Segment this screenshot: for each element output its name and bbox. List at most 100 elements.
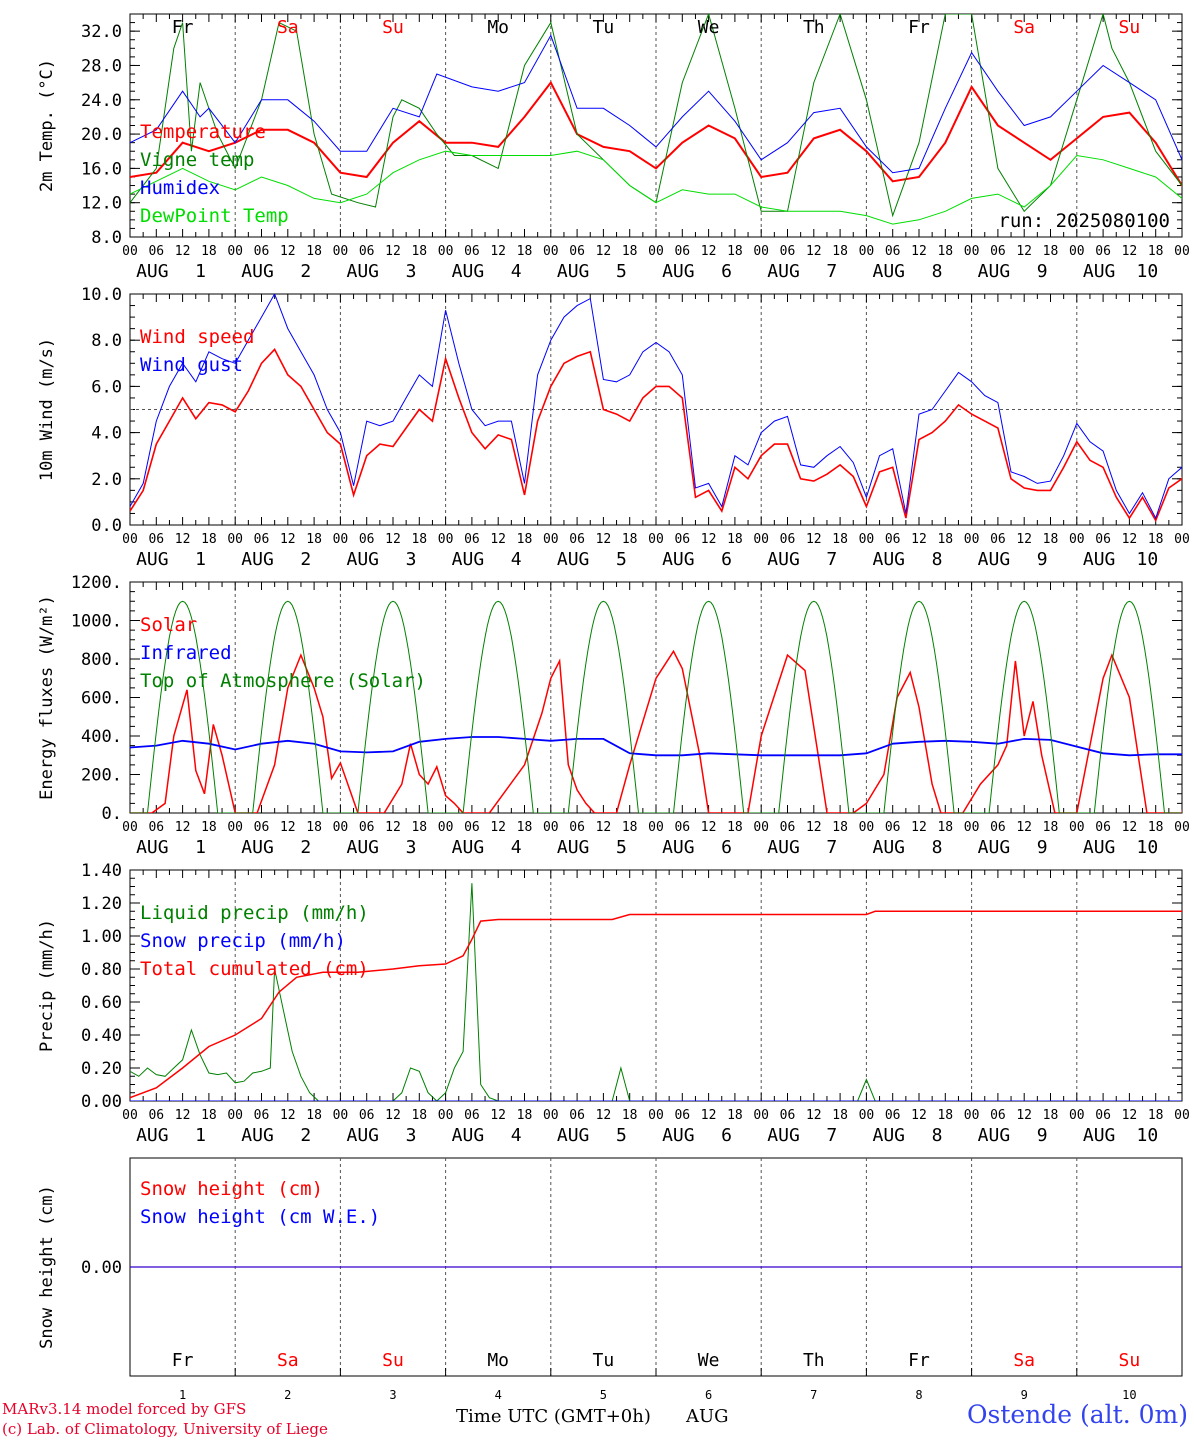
hour-tick-label: 00 <box>227 1108 243 1123</box>
day-month-label: AUG <box>872 1125 905 1146</box>
hour-tick-label: 00 <box>753 1108 769 1123</box>
hour-tick-label: 12 <box>280 1108 296 1123</box>
hour-tick-label: 18 <box>517 820 533 835</box>
hour-tick-label: 18 <box>832 1108 848 1123</box>
hour-tick-label: 00 <box>122 532 138 547</box>
run-label: run: 2025080100 <box>998 210 1170 232</box>
series-line-humidex <box>130 34 1182 174</box>
panel-4: 00 06 12 18 00 06 12 18 00 06 12 18 00 06 12 18 00 06 12 18… <box>37 861 1190 1146</box>
hour-tick-label: 06 <box>359 532 375 547</box>
hour-tick-label: 12 <box>1122 244 1138 259</box>
hour-tick-label: 12 <box>806 532 822 547</box>
hour-tick-label: 06 <box>464 532 480 547</box>
day-month-label: AUG <box>978 837 1011 858</box>
series-line-solar <box>130 649 1182 813</box>
hour-tick-label: 00 <box>964 532 980 547</box>
day-number-label: 4 <box>511 261 522 282</box>
day-month-label: AUG <box>557 549 590 570</box>
legend-entry: Infrared <box>140 642 232 664</box>
hour-tick-label: 18 <box>1148 1108 1164 1123</box>
legend-entry: Total cumulated (cm) <box>140 958 369 980</box>
day-number-label: 9 <box>1037 549 1048 570</box>
hour-tick-label: 06 <box>780 820 796 835</box>
y-tick-label: 10.0 <box>81 285 122 305</box>
legend-entry: Top of Atmosphere (Solar) <box>140 670 426 692</box>
day-number-label: 5 <box>616 261 627 282</box>
hour-tick-label: 06 <box>674 532 690 547</box>
hour-tick-label: 06 <box>990 244 1006 259</box>
hour-tick-label: 06 <box>885 1108 901 1123</box>
day-month-label: AUG <box>346 1125 379 1146</box>
hour-tick-label: 00 <box>1069 820 1085 835</box>
day-number-label: 3 <box>406 261 417 282</box>
hour-tick-label: 00 <box>753 532 769 547</box>
legend-entry: Snow precip (mm/h) <box>140 930 346 952</box>
hour-tick-label: 00 <box>964 1108 980 1123</box>
hour-tick-label: 12 <box>806 820 822 835</box>
hour-tick-label: 12 <box>280 820 296 835</box>
hour-tick-label: 18 <box>727 1108 743 1123</box>
y-tick-label: 0.20 <box>81 1059 122 1079</box>
y-tick-label: 1200. <box>71 573 122 593</box>
hour-tick-label: 06 <box>148 820 164 835</box>
hour-tick-label: 06 <box>254 820 270 835</box>
legend-entry: DewPoint Temp <box>140 205 289 227</box>
day-number-label: 5 <box>616 549 627 570</box>
weekday-label-bottom: Th <box>803 1350 825 1371</box>
hour-tick-label: 18 <box>832 820 848 835</box>
y-tick-label: 400. <box>81 727 122 747</box>
hour-tick-label: 00 <box>1069 532 1085 547</box>
hour-tick-label: 18 <box>727 820 743 835</box>
hour-tick-label: 12 <box>596 820 612 835</box>
day-number-label: 8 <box>932 1125 943 1146</box>
hour-tick-label: 18 <box>306 244 322 259</box>
y-tick-label: 1.20 <box>81 894 122 914</box>
hour-tick-label: 00 <box>227 820 243 835</box>
series-line-liquid-precip-mm-h- <box>130 883 1182 1101</box>
hour-tick-label: 06 <box>674 820 690 835</box>
day-month-label: AUG <box>241 261 274 282</box>
panel-1: 00 06 12 18 00 06 12 18 00 06 12 18 00 06 12 18 00 06 12 18… <box>37 13 1190 282</box>
hour-tick-label: 18 <box>517 532 533 547</box>
day-number-label: 10 <box>1137 837 1159 858</box>
hour-tick-label: 18 <box>937 820 953 835</box>
day-month-label: AUG <box>978 261 1011 282</box>
day-number-label: 4 <box>511 837 522 858</box>
series-line-wind-speed <box>130 348 1182 523</box>
y-tick-label: 4.0 <box>91 424 122 444</box>
day-month-label: AUG <box>978 549 1011 570</box>
hour-tick-label: 18 <box>1148 820 1164 835</box>
hour-tick-label: 12 <box>1122 532 1138 547</box>
y-tick-label: 1000. <box>71 612 122 632</box>
weekday-label-top: Fr <box>908 17 930 38</box>
panel-5: 0.00 Snow height (cm) Snow height (cm) Snow… <box>37 1157 1183 1377</box>
hour-tick-label: 12 <box>385 532 401 547</box>
series-line-vigne-temp <box>130 14 1182 218</box>
weekday-label-top: Sa <box>1013 17 1035 38</box>
day-number-label: 3 <box>406 1125 417 1146</box>
series-line-dewpoint-temp <box>130 150 1182 225</box>
hour-tick-label: 00 <box>964 820 980 835</box>
hour-tick-label: 18 <box>937 1108 953 1123</box>
y-tick-label: 200. <box>81 766 122 786</box>
day-number-label: 9 <box>1037 1125 1048 1146</box>
hour-tick-label: 12 <box>490 532 506 547</box>
hour-tick-label: 12 <box>1016 244 1032 259</box>
y-tick-label: 24.0 <box>81 91 122 111</box>
day-number-label: 6 <box>721 1125 732 1146</box>
day-month-label: AUG <box>767 1125 800 1146</box>
y-tick-label: 8.0 <box>91 331 122 351</box>
hour-tick-label: 12 <box>806 244 822 259</box>
day-number-label: 7 <box>826 261 837 282</box>
hour-tick-label: 18 <box>937 532 953 547</box>
weekday-label-bottom: Su <box>382 1350 404 1371</box>
day-number-label: 1 <box>195 261 206 282</box>
hour-tick-label: 00 <box>859 820 875 835</box>
y-axis-title: Precip (mm/h) <box>37 919 57 1052</box>
hour-tick-label: 00 <box>438 820 454 835</box>
hour-tick-label: 06 <box>359 1108 375 1123</box>
series-line-total-cumulated-cm- <box>130 910 1182 1099</box>
day-number-label: 2 <box>300 837 311 858</box>
weekday-label-top: Su <box>382 17 404 38</box>
hour-tick-label: 06 <box>674 1108 690 1123</box>
